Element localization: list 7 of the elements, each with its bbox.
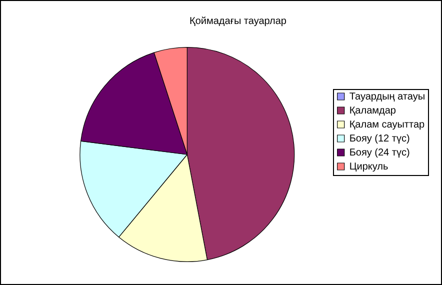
legend-label: Бояу (24 түс) <box>349 147 410 158</box>
legend-label: Циркуль <box>349 161 388 172</box>
legend-label: Қаламдар <box>349 105 396 116</box>
legend-label: Тауардың атауы <box>349 91 426 102</box>
chart-title: Қоймадағы тауарлар <box>190 16 287 27</box>
legend-label: Қалам сауыттар <box>349 119 426 130</box>
legend-label: Бояу (12 түс) <box>349 133 410 144</box>
